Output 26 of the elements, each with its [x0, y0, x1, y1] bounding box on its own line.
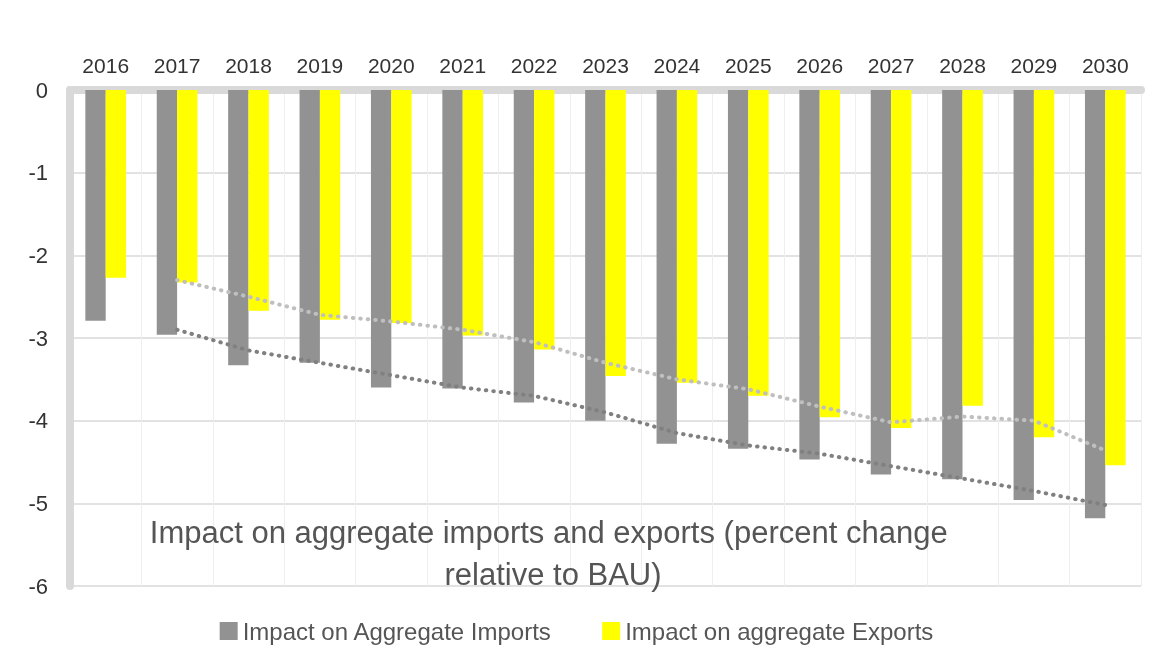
line-series: [175, 327, 1108, 507]
legend-label: Impact on aggregate Exports: [625, 617, 934, 645]
x-tick-label: 2018: [225, 54, 272, 77]
x-tick-label: 2016: [82, 54, 130, 77]
text: Impact on aggregate imports and exports (percent change relative to BAU): [149, 514, 957, 592]
legend-label: Impact on Aggregate Imports: [242, 617, 551, 645]
x-tick-label: 2024: [653, 54, 701, 77]
x-tick-label: 2030: [1081, 54, 1129, 77]
y-tick-label: -4: [28, 408, 48, 434]
x-tick-label: 2029: [1010, 54, 1058, 77]
x-tick-label: 2017: [153, 54, 201, 77]
y-tick-label: 0: [35, 77, 48, 103]
x-tick-label: 2021: [439, 54, 487, 77]
x-tick-label: 2025: [724, 54, 772, 77]
y-tick-label: -1: [28, 160, 48, 186]
x-tick-label: 2026: [796, 54, 844, 77]
y-tick-label: -3: [28, 325, 48, 351]
x-tick-label: 2020: [367, 54, 415, 77]
x-tick-label: 2023: [582, 54, 629, 77]
y-tick-label: -5: [28, 490, 48, 516]
x-tick-label: 2028: [939, 54, 986, 77]
x-tick-label: 2019: [296, 54, 344, 77]
x-tick-label: 2022: [510, 54, 558, 77]
y-tick-label: -2: [28, 242, 48, 268]
y-tick-label: -6: [28, 573, 48, 599]
x-tick-label: 2027: [867, 54, 915, 77]
